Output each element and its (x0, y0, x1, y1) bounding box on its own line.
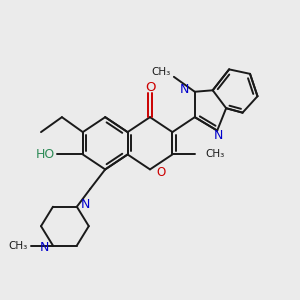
Text: N: N (214, 129, 224, 142)
Text: N: N (180, 83, 189, 96)
Text: CH₃: CH₃ (205, 149, 224, 160)
Text: O: O (157, 166, 166, 179)
Text: N: N (40, 242, 50, 254)
Text: HO: HO (36, 148, 55, 161)
Text: CH₃: CH₃ (152, 68, 171, 77)
Text: N: N (80, 198, 90, 211)
Text: O: O (145, 81, 155, 94)
Text: CH₃: CH₃ (8, 241, 28, 250)
